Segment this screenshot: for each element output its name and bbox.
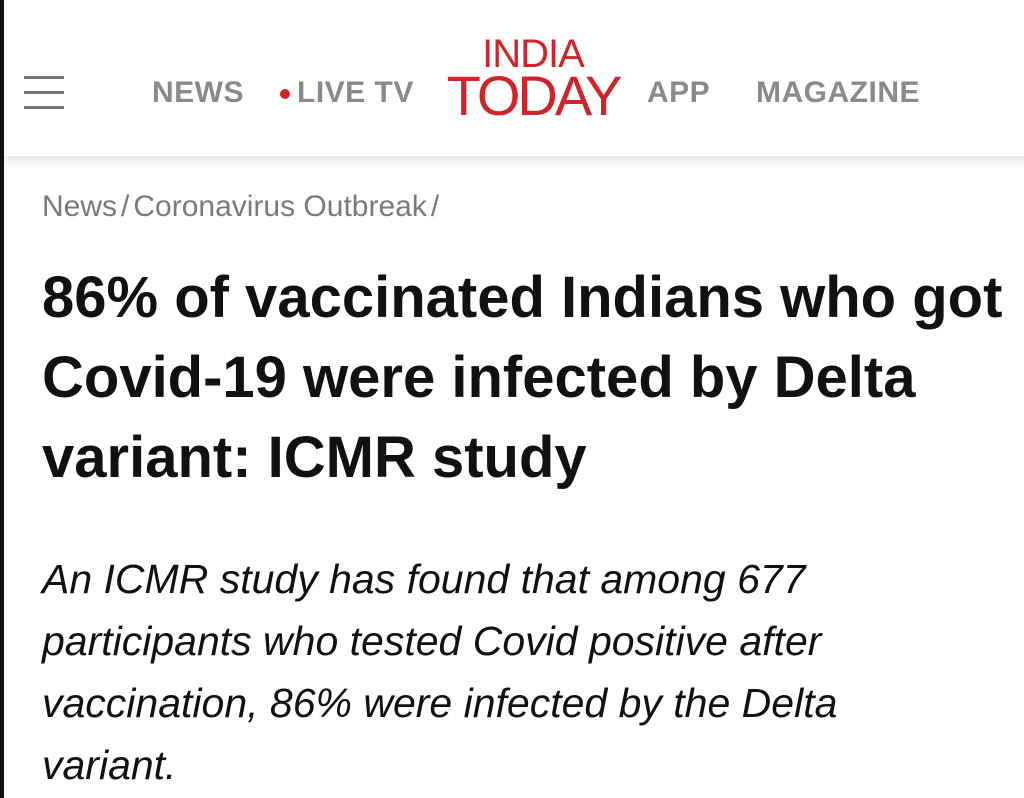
logo-text: TODAY [446, 64, 623, 127]
breadcrumb: News / Coronavirus Outbreak / [42, 190, 443, 224]
nav-link[interactable]: MAGAZINE [756, 76, 920, 109]
breadcrumb-separator: / [430, 190, 440, 223]
nav-link[interactable]: APP [647, 76, 711, 109]
live-dot [280, 89, 290, 99]
nav-link[interactable]: NEWS [152, 76, 244, 109]
headline: 86% of vaccinated Indians who got Covid-… [42, 265, 1003, 490]
logo[interactable]: INDIA TODAY [438, 34, 628, 124]
nav-link[interactable]: LIVE TV [297, 76, 414, 109]
menu-button[interactable] [24, 76, 64, 110]
logo-text: INDIA [482, 32, 585, 76]
site-header: NEWS LIVE TV INDIA TODAY APP MAGAZINE [4, 0, 1024, 156]
breadcrumb-link[interactable]: News [42, 190, 118, 223]
breadcrumb-separator: / [121, 190, 130, 223]
summary: An ICMR study has found that among 677 p… [42, 556, 838, 788]
breadcrumb-link[interactable]: Coronavirus Outbreak [133, 190, 427, 223]
